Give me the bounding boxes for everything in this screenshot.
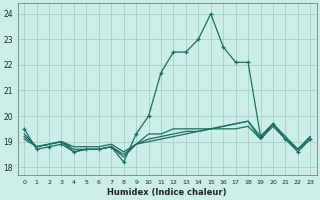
- X-axis label: Humidex (Indice chaleur): Humidex (Indice chaleur): [108, 188, 227, 197]
